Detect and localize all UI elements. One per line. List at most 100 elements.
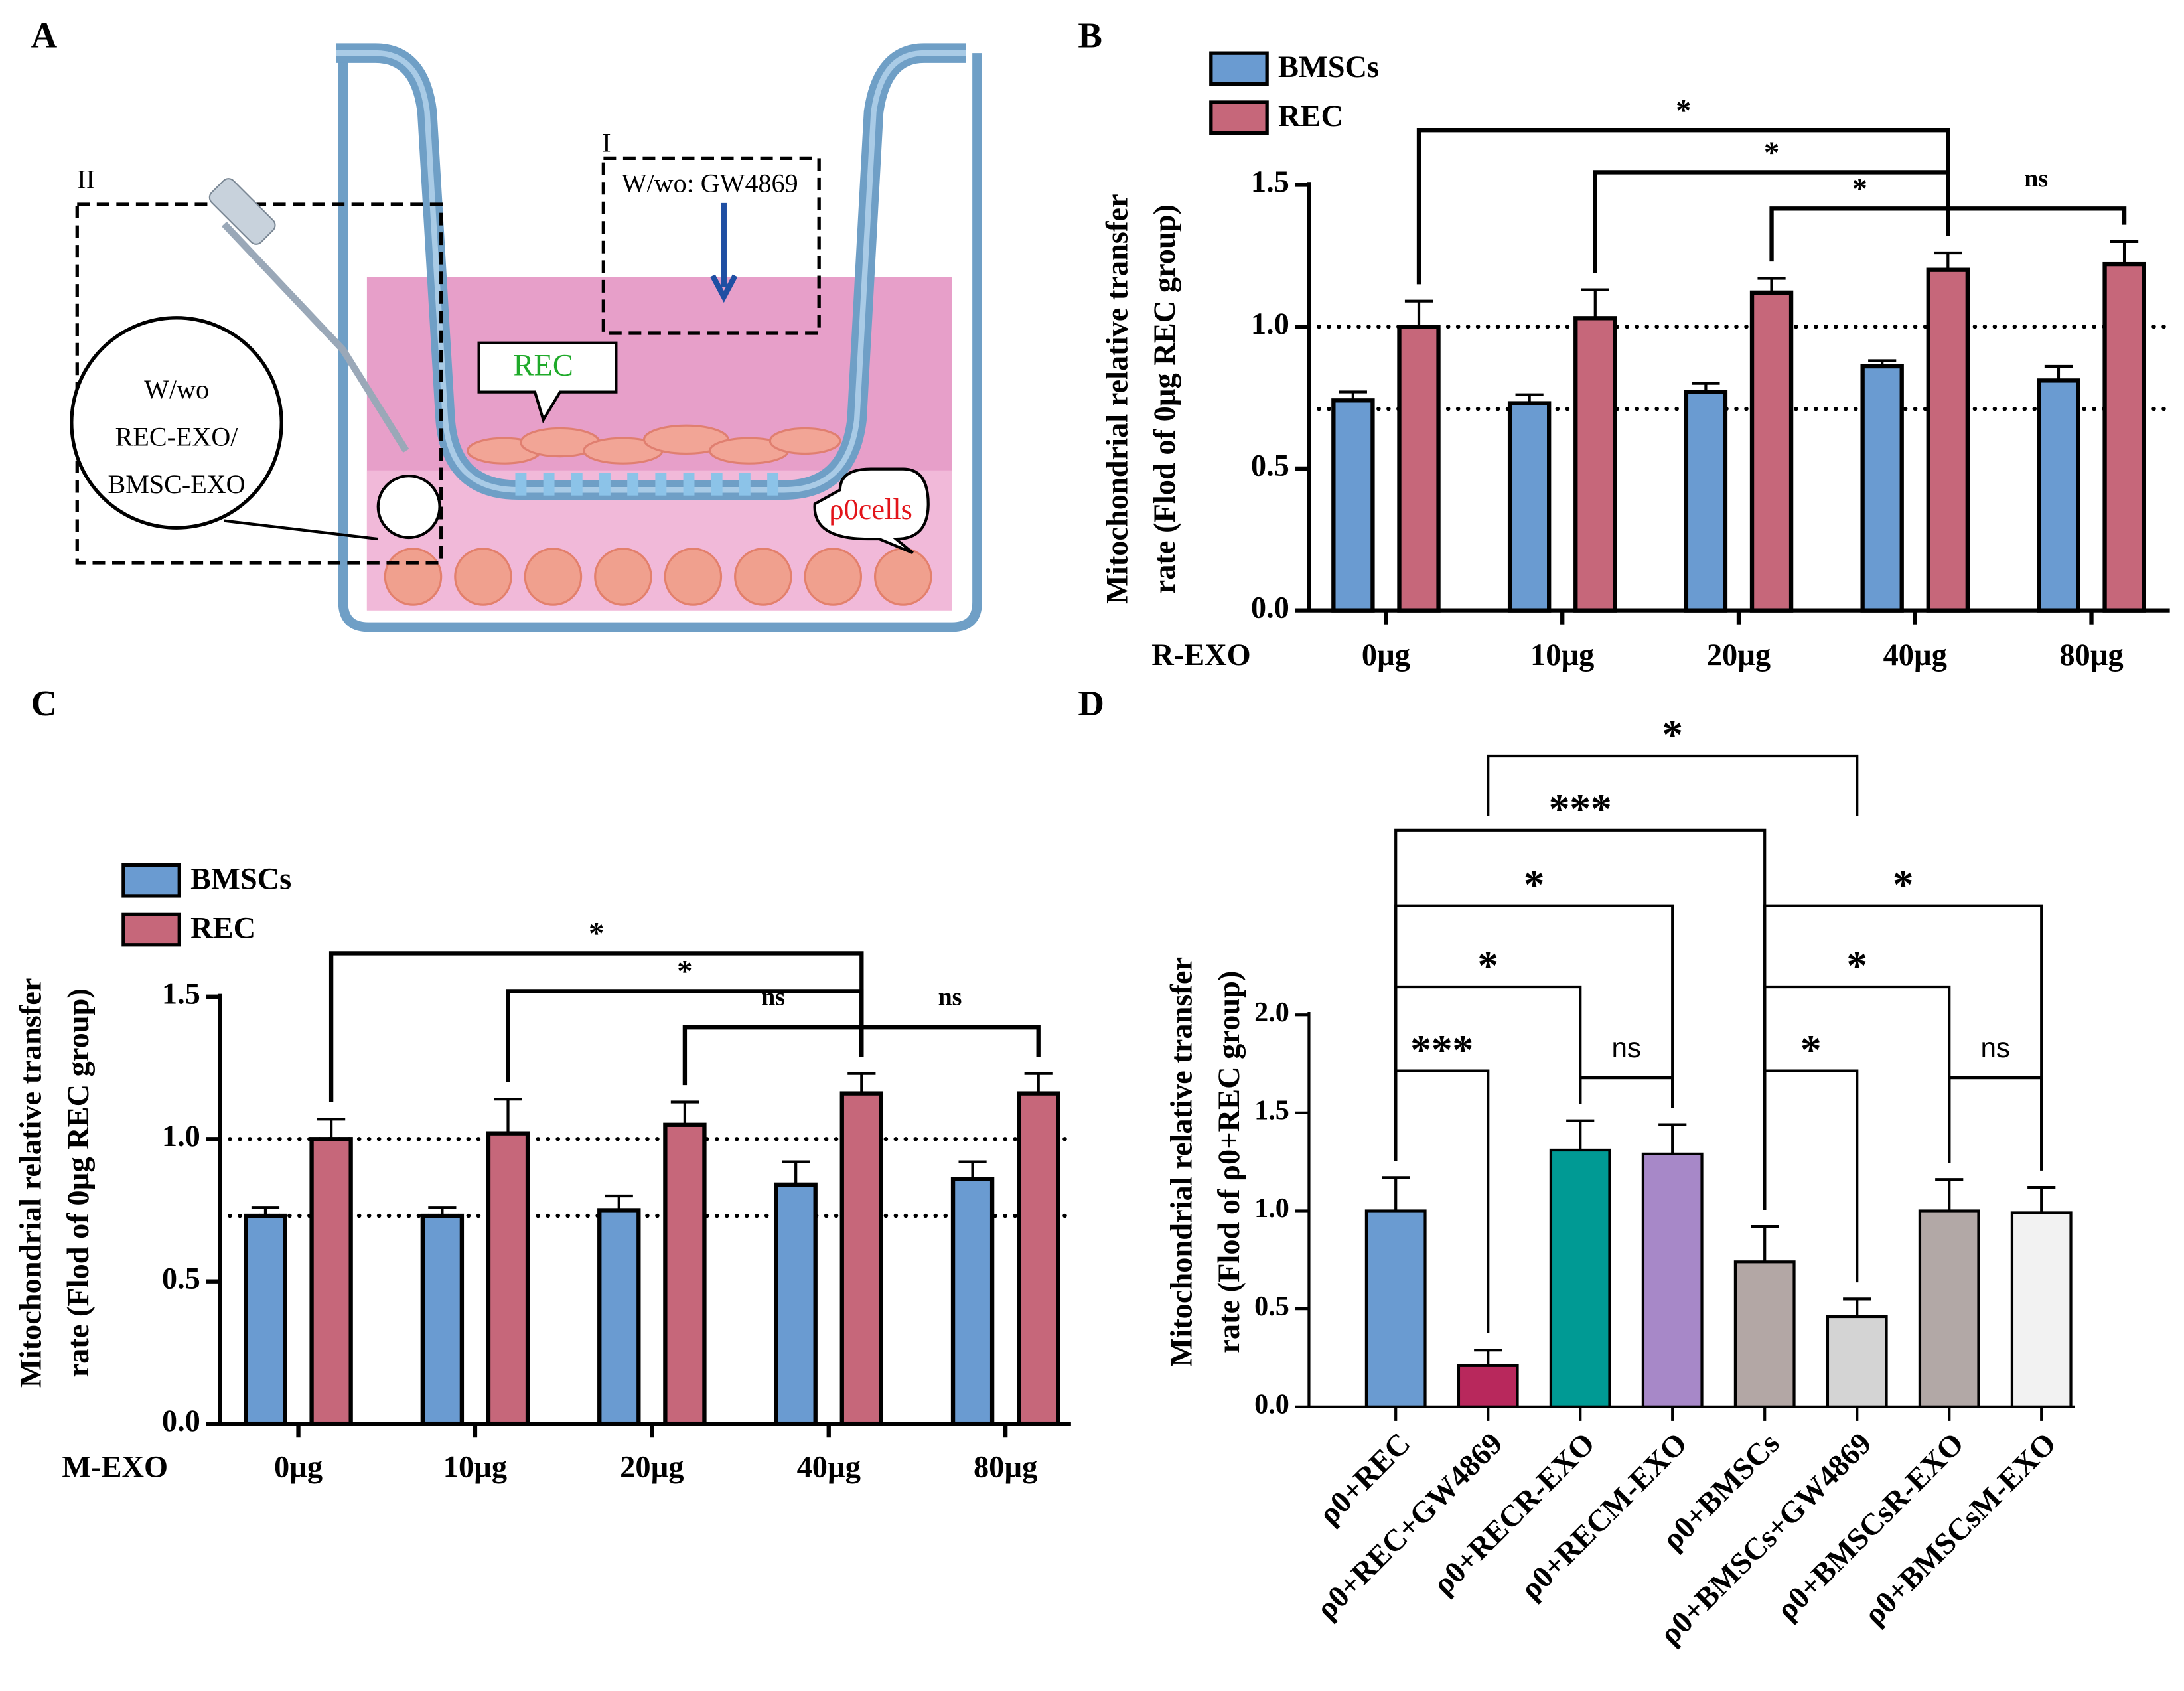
significance-label: ns xyxy=(761,984,785,1011)
bar xyxy=(1364,1209,1427,1408)
significance-label: * xyxy=(1477,942,1498,989)
circle-text: W/wo xyxy=(144,374,209,404)
error-bar xyxy=(1024,1072,1053,1094)
legend-label: BMSCs xyxy=(190,862,291,896)
y-tick-label: 0.0 xyxy=(1251,591,1289,625)
exo-circle xyxy=(376,475,441,540)
error-bar xyxy=(1658,1123,1687,1154)
bar xyxy=(244,1213,287,1426)
error-bar xyxy=(1751,1225,1779,1262)
x-tick-label: 40µg xyxy=(1883,638,1947,672)
circle-text: REC-EXO/ xyxy=(115,422,239,452)
significance-bracket xyxy=(1769,206,1950,262)
significance-label: ns xyxy=(1611,1032,1641,1063)
bar xyxy=(1860,364,1904,613)
bar xyxy=(1918,1209,1980,1408)
box-ii-label: II xyxy=(77,164,95,194)
error-bar xyxy=(847,1072,876,1094)
legend-swatch xyxy=(121,912,181,947)
significance-label: *** xyxy=(1410,1027,1473,1073)
zoom-line xyxy=(224,519,379,541)
legend-label: REC xyxy=(190,911,255,945)
legend-swatch xyxy=(121,863,181,898)
error-bar xyxy=(1515,393,1544,404)
bar xyxy=(1684,390,1728,613)
y-tick-label: 1.5 xyxy=(1251,165,1289,199)
error-bar xyxy=(1382,1176,1410,1211)
significance-label: * xyxy=(1846,942,1867,989)
error-bar xyxy=(1692,382,1720,392)
pipette-head xyxy=(208,178,276,245)
pipette xyxy=(221,221,409,453)
bar xyxy=(663,1122,707,1426)
significance-label: * xyxy=(1764,136,1779,170)
bar xyxy=(2010,1211,2073,1408)
bar xyxy=(486,1131,530,1426)
panel-label: A xyxy=(31,15,58,56)
significance-bracket xyxy=(1487,754,1859,816)
significance-label: *** xyxy=(1549,786,1612,832)
bar xyxy=(950,1177,995,1426)
error-bar xyxy=(1581,288,1609,319)
significance-bracket xyxy=(1948,1076,2043,1171)
significance-bracket xyxy=(1593,170,1950,273)
box-i xyxy=(601,156,821,335)
x-tick-label: 40µg xyxy=(797,1450,861,1484)
error-bar xyxy=(2027,1185,2056,1213)
box-ii xyxy=(75,202,443,565)
significance-label: ns xyxy=(1980,1032,2010,1063)
x-tick-label: 80µg xyxy=(2059,638,2123,672)
cells-callout xyxy=(813,467,930,555)
error-bar xyxy=(1934,251,1962,270)
bar xyxy=(1926,267,1970,613)
significance-bracket xyxy=(682,1025,864,1086)
error-bar xyxy=(251,1206,280,1216)
panel-label: C xyxy=(31,683,58,723)
box-i-text: W/wo: GW4869 xyxy=(622,169,798,198)
significance-bracket xyxy=(1763,1069,1859,1283)
legend-label: BMSCs xyxy=(1278,50,1379,84)
y-tick-label: 1.0 xyxy=(162,1120,200,1153)
panel-label: D xyxy=(1078,683,1104,723)
chart: B Mitochondrial relative transfer rate (Fl… xyxy=(1078,15,2172,672)
rho-cells xyxy=(384,548,932,606)
bar xyxy=(597,1208,641,1426)
error-bar xyxy=(605,1194,633,1211)
error-bar xyxy=(1474,1349,1502,1366)
cells-callout-text: ρ0cells xyxy=(830,493,912,526)
y-tick-label: 0.5 xyxy=(1251,449,1289,483)
significance-label: * xyxy=(1800,1027,1822,1073)
y-tick-label: 0.0 xyxy=(1254,1389,1289,1420)
significance-label: * xyxy=(677,955,692,989)
bar xyxy=(309,1137,353,1426)
y-axis-label: rate (Flod of ρ0+REC group) xyxy=(1212,971,1246,1353)
y-axis-label: Mitochondrial relative transfer xyxy=(1100,194,1134,604)
well xyxy=(338,53,982,632)
y-axis-label: Mitochondrial relative transfer xyxy=(1165,957,1199,1367)
x-axis-label: M-EXO xyxy=(62,1450,168,1484)
y-tick-label: 1.0 xyxy=(1251,307,1289,341)
rec-cells xyxy=(467,424,841,465)
rec-callout xyxy=(477,341,618,423)
significance-bracket xyxy=(1763,904,2043,1210)
bar xyxy=(1573,316,1617,613)
pores xyxy=(515,473,779,496)
significance-label: * xyxy=(589,917,604,951)
y-axis-label: rate (Flod of 0µg REC group) xyxy=(1148,204,1182,593)
y-tick-label: 1.5 xyxy=(1254,1095,1289,1126)
x-tick-label: 80µg xyxy=(974,1450,1037,1484)
bar xyxy=(1749,290,1794,613)
significance-label: * xyxy=(1662,711,1683,758)
error-bar xyxy=(1757,277,1786,293)
legend-swatch xyxy=(1209,100,1269,135)
significance-bracket xyxy=(1946,206,2127,236)
zoom-circle xyxy=(70,316,283,530)
error-bar xyxy=(1843,1297,1871,1317)
error-bar xyxy=(494,1098,522,1134)
significance-label: * xyxy=(1852,173,1867,206)
error-bar xyxy=(317,1118,346,1140)
y-tick-label: 0.5 xyxy=(162,1262,200,1295)
y-axis-label: Mitochondrial relative transfer xyxy=(15,978,48,1388)
x-tick-label: 10µg xyxy=(443,1450,507,1484)
error-bar xyxy=(2044,364,2073,381)
